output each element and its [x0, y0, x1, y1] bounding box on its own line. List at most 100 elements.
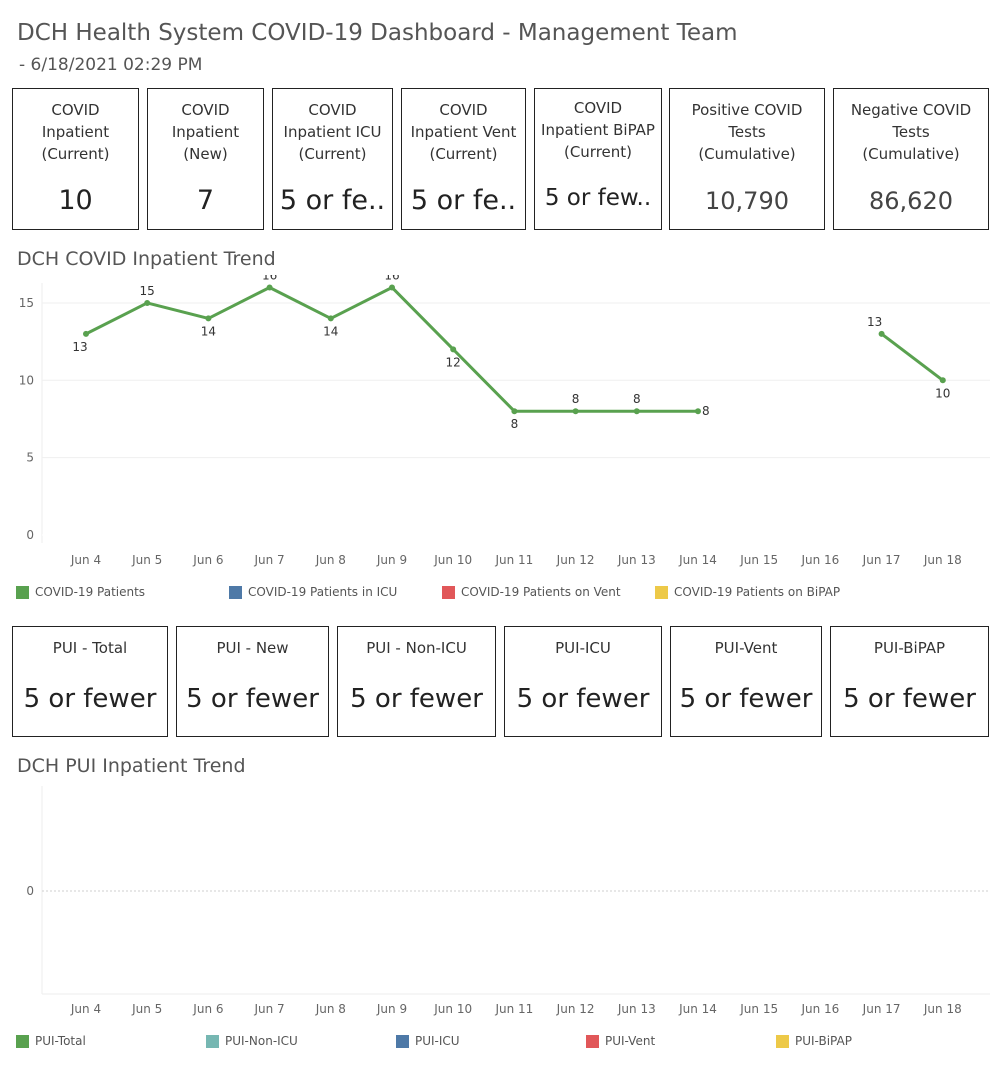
legend-label: PUI-Vent	[605, 1034, 656, 1048]
kpi-label: COVID Inpatient (Current)	[41, 101, 110, 163]
x-tick-label: Jun 5	[131, 553, 162, 567]
x-tick-label: Jun 18	[923, 1002, 962, 1016]
data-label: 16	[262, 275, 277, 282]
x-tick-label: Jun 12	[556, 553, 595, 567]
kpi-label: PUI - Non-ICU	[366, 639, 467, 657]
kpi-card-covid-inpatient-icu[interactable]: COVID Inpatient ICU (Current) 5 or fe..	[272, 88, 393, 230]
kpi-card-covid-inpatient-vent[interactable]: COVID Inpatient Vent (Current) 5 or fe..	[401, 88, 526, 230]
kpi-card-pui-bipap[interactable]: PUI-BiPAP 5 or fewer	[830, 626, 989, 737]
dashboard-title: DCH Health System COVID-19 Dashboard - M…	[17, 20, 738, 46]
data-point	[878, 330, 885, 337]
kpi-label: COVID Inpatient BiPAP (Current)	[541, 99, 655, 161]
kpi-value: 5 or fewer	[350, 684, 483, 714]
legend-item[interactable]: PUI-ICU	[396, 1034, 460, 1048]
legend-swatch	[442, 585, 455, 599]
x-tick-label: Jun 13	[617, 553, 656, 567]
data-point	[633, 408, 640, 415]
data-point	[695, 408, 701, 415]
kpi-card-covid-inpatient-new[interactable]: COVID Inpatient (New) 7	[147, 88, 264, 230]
kpi-label: Negative COVID Tests (Cumulative)	[850, 101, 972, 163]
kpi-value: 5 or fewer	[23, 684, 157, 714]
data-point	[327, 315, 334, 322]
legend-swatch	[229, 585, 242, 599]
x-tick-label: Jun 17	[862, 553, 901, 567]
x-tick-label: Jun 18	[923, 553, 962, 567]
x-tick-label: Jun 12	[556, 1002, 595, 1016]
data-point	[389, 284, 395, 291]
kpi-card-pui-new[interactable]: PUI - New 5 or fewer	[176, 626, 329, 737]
x-tick-label: Jun 4	[70, 1002, 101, 1016]
data-point	[205, 315, 212, 322]
legend-swatch	[586, 1034, 599, 1048]
legend-item[interactable]: COVID-19 Patients	[16, 585, 145, 599]
data-label: 8	[633, 392, 641, 406]
kpi-label: PUI-BiPAP	[873, 639, 946, 657]
legend-swatch	[776, 1034, 789, 1048]
legend-label: PUI-ICU	[415, 1034, 460, 1048]
covid-trend-legend: COVID-19 Patients COVID-19 Patients in IC…	[0, 585, 1000, 605]
pui-trend-legend: PUI-Total PUI-Non-ICU PUI-ICU PUI-Vent PUI-B…	[0, 1034, 1000, 1054]
x-tick-label: Jun 4	[70, 553, 101, 567]
x-tick-label: Jun 8	[315, 1002, 346, 1016]
dashboard-timestamp: - 6/18/2021 02:29 PM	[19, 55, 203, 75]
legend-item[interactable]: PUI-Vent	[586, 1034, 655, 1048]
x-tick-label: Jun 14	[678, 1002, 717, 1016]
x-tick-label: Jun 8	[315, 553, 346, 567]
legend-swatch	[16, 585, 29, 599]
legend-item[interactable]: COVID-19 Patients on BiPAP	[655, 585, 840, 599]
data-point	[939, 377, 946, 384]
kpi-card-positive-tests[interactable]: Positive COVID Tests (Cumulative) 10,790	[669, 88, 825, 230]
y-tick-label: 10	[19, 373, 34, 387]
kpi-label: COVID Inpatient (New)	[171, 101, 240, 163]
kpi-value: 10,790	[705, 187, 789, 215]
kpi-card-pui-vent[interactable]: PUI-Vent 5 or fewer	[670, 626, 822, 737]
x-tick-label: Jun 11	[494, 553, 533, 567]
x-tick-label: Jun 15	[739, 553, 778, 567]
kpi-card-pui-non-icu[interactable]: PUI - Non-ICU 5 or fewer	[337, 626, 496, 737]
legend-label: COVID-19 Patients	[35, 585, 146, 599]
kpi-value: 5 or fewer	[843, 684, 976, 714]
kpi-label: PUI - New	[216, 639, 289, 657]
kpi-label: PUI-Vent	[714, 639, 778, 657]
x-tick-label: Jun 10	[433, 553, 472, 567]
kpi-card-pui-icu[interactable]: PUI-ICU 5 or fewer	[504, 626, 662, 737]
legend-item[interactable]: PUI-BiPAP	[776, 1034, 852, 1048]
legend-swatch	[16, 1034, 29, 1048]
x-tick-label: Jun 11	[494, 1002, 533, 1016]
data-label: 10	[935, 386, 950, 400]
legend-item[interactable]: COVID-19 Patients in ICU	[229, 585, 397, 599]
kpi-label: PUI-ICU	[555, 639, 611, 657]
pui-trend-title: DCH PUI Inpatient Trend	[17, 755, 246, 777]
kpi-card-pui-total[interactable]: PUI - Total 5 or fewer	[12, 626, 168, 737]
data-point	[144, 299, 151, 306]
kpi-card-negative-tests[interactable]: Negative COVID Tests (Cumulative) 86,620	[833, 88, 989, 230]
legend-item[interactable]: PUI-Non-ICU	[206, 1034, 298, 1048]
kpi-label: PUI - Total	[52, 639, 128, 657]
kpi-label: COVID Inpatient ICU (Current)	[283, 101, 382, 163]
y-tick-label: 5	[26, 451, 34, 465]
legend-item[interactable]: COVID-19 Patients on Vent	[442, 585, 621, 599]
x-tick-label: Jun 7	[253, 1002, 284, 1016]
kpi-label: COVID Inpatient Vent (Current)	[410, 101, 517, 163]
kpi-card-covid-inpatient-bipap[interactable]: COVID Inpatient BiPAP (Current) 5 or few…	[534, 88, 662, 230]
data-label: 14	[201, 324, 216, 338]
legend-label: PUI-Total	[35, 1034, 86, 1048]
x-tick-label: Jun 9	[376, 553, 407, 567]
data-label: 8	[572, 392, 580, 406]
data-label: 14	[323, 324, 338, 338]
data-point	[266, 284, 273, 291]
kpi-value: 10	[58, 185, 93, 216]
x-tick-label: Jun 16	[800, 553, 839, 567]
covid-trend-chart: 0 5 10 15 Jun 4 Jun 5 Jun 6 Jun 7 Jun 8 Jun 9 Jun …	[19, 275, 990, 567]
data-point	[572, 408, 579, 415]
x-tick-label: Jun 13	[617, 1002, 656, 1016]
data-point	[511, 408, 518, 415]
legend-label: COVID-19 Patients on Vent	[461, 585, 621, 599]
data-label: 8	[702, 404, 710, 418]
legend-item[interactable]: PUI-Total	[16, 1034, 86, 1048]
legend-swatch	[396, 1034, 409, 1048]
data-label: 16	[384, 275, 399, 282]
y-tick-label: 0	[26, 528, 34, 542]
series-line	[880, 332, 944, 382]
kpi-card-covid-inpatient-current[interactable]: COVID Inpatient (Current) 10	[12, 88, 139, 230]
